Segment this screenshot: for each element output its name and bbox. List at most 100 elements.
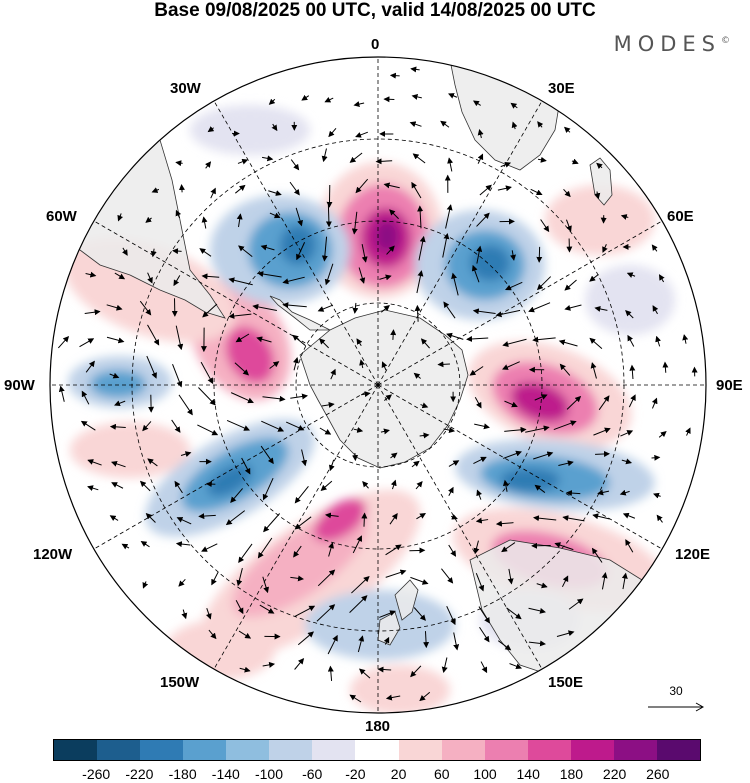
- wind-arrow: [626, 272, 636, 278]
- colorbar-swatch: [398, 740, 442, 760]
- wind-arrow: [359, 359, 365, 369]
- colorbar-swatch: [484, 740, 528, 760]
- wind-arrow: [561, 575, 569, 588]
- wind-arrow: [530, 188, 543, 196]
- wind-arrow: [385, 694, 401, 701]
- wind-arrow: [282, 276, 305, 285]
- colorbar-tick-label: 60: [434, 766, 450, 782]
- wind-arrow: [379, 274, 392, 281]
- wind-arrow: [596, 162, 603, 169]
- wind-arrow: [497, 185, 512, 192]
- colorbar-tick-label: -220: [125, 766, 154, 782]
- meridian-line: [377, 384, 664, 551]
- meridian-line: [92, 384, 379, 551]
- colorbar-tick-label: -20: [345, 766, 366, 782]
- wind-arrow: [319, 427, 332, 435]
- wind-arrow: [380, 428, 390, 435]
- lon-label-30w: 30W: [170, 80, 201, 97]
- wind-arrow: [198, 387, 216, 406]
- wind-arrow: [475, 573, 485, 592]
- wind-arrow: [359, 668, 371, 679]
- wind-arrow: [656, 514, 663, 523]
- map-border: [49, 56, 707, 714]
- wind-arrow: [361, 512, 368, 527]
- wind-arrow: [145, 216, 152, 223]
- wind-arrow: [565, 219, 572, 232]
- wind-arrow: [537, 121, 544, 128]
- wind-arrow: [540, 219, 550, 233]
- wind-arrow: [437, 361, 450, 368]
- colorbar-tick-label: -140: [211, 766, 240, 782]
- wind-arrow: [238, 245, 253, 258]
- wind-arrow: [236, 213, 243, 228]
- wind-arrow: [440, 120, 450, 128]
- wind-arrow: [294, 605, 316, 617]
- wind-arrow: [58, 385, 65, 402]
- wind-arrow: [383, 182, 400, 189]
- wind-arrow: [651, 244, 658, 252]
- anomaly-negative: [90, 370, 146, 398]
- lon-label-90e: 90E: [716, 377, 743, 394]
- wind-arrow: [84, 309, 101, 316]
- wind-arrow: [629, 364, 636, 380]
- wind-arrow: [293, 357, 299, 371]
- wind-arrow: [238, 630, 252, 639]
- wind-arrow: [495, 309, 521, 318]
- wind-arrow: [446, 605, 456, 626]
- wind-arrow: [353, 101, 365, 107]
- wind-arrow: [442, 232, 450, 258]
- wind-arrow: [419, 691, 431, 702]
- colorbar-tick-label: -60: [302, 766, 323, 782]
- wind-arrow: [327, 634, 338, 655]
- wind-arrow: [142, 421, 152, 432]
- wind-arrow: [620, 214, 629, 220]
- wind-arrow: [321, 148, 328, 163]
- reference-vector-value: 30: [669, 684, 683, 698]
- colorbar-swatch: [441, 740, 485, 760]
- wind-arrow: [234, 362, 250, 376]
- wind-arrow: [384, 394, 393, 401]
- wind-arrow: [415, 481, 423, 490]
- wind-arrow: [420, 338, 430, 349]
- wind-arrow: [628, 394, 636, 408]
- colorbar-tick-label: 180: [559, 766, 584, 782]
- wind-arrow: [147, 324, 160, 346]
- wind-arrow: [324, 263, 334, 286]
- wind-arrow: [477, 128, 484, 139]
- wind-arrow: [139, 300, 152, 316]
- wind-arrow: [534, 394, 548, 401]
- wind-arrow: [140, 541, 150, 548]
- wind-arrow: [501, 542, 516, 553]
- wind-arrow: [500, 161, 512, 168]
- colorbar-tick-label: 140: [516, 766, 540, 782]
- wind-arrow: [353, 427, 364, 433]
- wind-arrow: [235, 333, 250, 343]
- wind-arrow: [358, 267, 366, 284]
- wind-arrow: [502, 338, 527, 347]
- wind-arrow: [447, 157, 454, 172]
- colorbar-tick-label: -260: [82, 766, 111, 782]
- wind-arrow: [328, 542, 334, 557]
- wind-arrow: [297, 631, 314, 646]
- wind-arrow: [325, 202, 332, 228]
- wind-arrow: [411, 181, 422, 199]
- wind-arrow: [534, 484, 546, 493]
- wind-arrow: [201, 216, 208, 229]
- wind-arrow: [554, 542, 574, 551]
- wind-arrow: [389, 209, 399, 220]
- wind-arrow: [651, 397, 658, 409]
- wind-arrow: [262, 395, 286, 402]
- wind-arrow: [685, 427, 691, 436]
- wind-arrow: [476, 245, 483, 264]
- anomaly-positive: [375, 220, 399, 252]
- wind-arrow: [349, 595, 368, 613]
- wind-arrow: [472, 100, 481, 107]
- wind-arrow: [558, 460, 574, 467]
- wind-arrow: [147, 272, 153, 284]
- colorbar: [53, 739, 701, 761]
- wind-arrow: [386, 245, 395, 255]
- wind-arrow: [268, 98, 276, 105]
- wind-arrow: [502, 361, 520, 370]
- wind-arrow: [412, 153, 426, 164]
- wind-arrow: [87, 485, 99, 491]
